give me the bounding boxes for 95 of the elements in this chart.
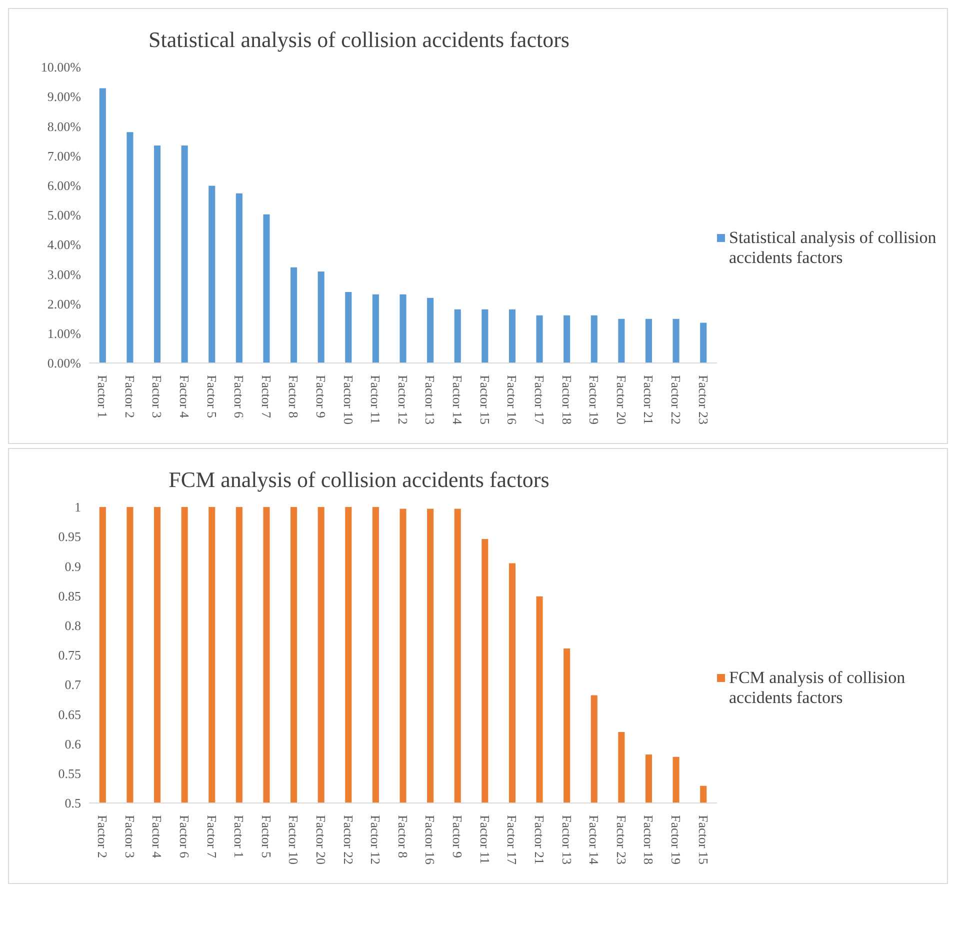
x-tick-label: Factor 3 [122, 815, 138, 858]
x-tick-label: Factor 12 [368, 815, 384, 864]
y-tick-label: 9.00% [47, 89, 82, 104]
x-tick-label: Factor 20 [314, 815, 329, 864]
y-tick-label: 5.00% [47, 208, 82, 223]
y-tick-label: 0.75 [58, 648, 81, 663]
chart-title: FCM analysis of collision accidents factors [168, 466, 550, 493]
y-tick-label: 1.00% [47, 326, 82, 342]
bar [454, 309, 461, 363]
x-tick-label: Factor 16 [422, 815, 438, 865]
x-tick-label: Factor 7 [204, 815, 220, 858]
x-tick-label: Factor 14 [586, 815, 602, 865]
x-tick-label: Factor 17 [532, 375, 547, 425]
x-tick-label: Factor 19 [668, 815, 684, 864]
bar [263, 214, 270, 363]
bar [154, 145, 161, 363]
legend-label: Statistical analysis of collision accidents factors [729, 228, 937, 268]
bar [427, 298, 434, 363]
x-tick-label: Factor 4 [177, 375, 192, 418]
x-tick-label: Factor 5 [258, 815, 274, 858]
y-tick-label: 0.95 [58, 529, 81, 544]
bar [99, 88, 106, 363]
y-tick-label: 0.5 [64, 796, 81, 811]
bar [236, 193, 242, 363]
x-tick-label: Factor 22 [340, 815, 356, 864]
y-tick-label: 0.9 [64, 558, 81, 574]
x-tick-label: Factor 3 [150, 375, 165, 418]
y-tick-label: 0.8 [64, 618, 81, 634]
y-tick-label: 0.65 [58, 706, 81, 722]
legend-label: FCM analysis of collision accidents factors [729, 668, 906, 708]
bar [590, 315, 598, 363]
x-tick-label: Factor 8 [286, 375, 302, 418]
x-tick-label: Factor 22 [668, 375, 684, 424]
x-tick-label: Factor 5 [204, 375, 220, 418]
bar [400, 294, 406, 363]
y-tick-label: 2.00% [47, 296, 82, 312]
x-tick-label: Factor 2 [95, 815, 110, 858]
bar [208, 186, 216, 363]
x-tick-label: Factor 6 [232, 375, 247, 418]
x-tick-label: Factor 23 [696, 375, 711, 424]
bar [618, 318, 625, 363]
y-tick-label: 1 [74, 500, 81, 515]
bar [372, 294, 379, 363]
bar [126, 132, 134, 363]
y-tick-label: 3.00% [47, 266, 82, 282]
x-tick-label: Factor 20 [614, 375, 629, 424]
bar [536, 315, 543, 363]
x-tick-label: Factor 16 [504, 375, 520, 425]
y-tick-label: 6.00% [47, 178, 82, 194]
x-tick-label: Factor 1 [232, 815, 247, 858]
x-tick-label: Factor 18 [559, 375, 574, 424]
bar [318, 272, 324, 363]
x-tick-label: Factor 2 [122, 375, 138, 418]
x-tick-label: Factor 21 [641, 375, 656, 424]
x-tick-label: Factor 1 [95, 375, 110, 418]
y-tick-label: 0.55 [58, 766, 81, 782]
bar [508, 309, 516, 363]
bar [645, 318, 652, 363]
y-tick-label: 10.00% [40, 60, 82, 75]
x-tick-label: Factor 19 [586, 375, 602, 424]
x-tick-label: Factor 7 [258, 375, 274, 418]
x-tick-label: Factor 18 [641, 815, 656, 864]
x-tick-label: Factor 12 [395, 375, 410, 424]
bar [181, 145, 188, 363]
x-tick-label: Factor 14 [450, 375, 466, 425]
y-tick-label: 8.00% [47, 118, 82, 134]
y-tick-label: 0.7 [64, 677, 82, 692]
chart-title: Statistical analysis of collision accidents factors [148, 26, 570, 53]
x-tick-label: Factor 10 [340, 375, 356, 424]
bar [345, 292, 352, 363]
x-tick-label: Factor 11 [368, 375, 384, 424]
x-tick-label: Factor 21 [532, 815, 547, 864]
x-tick-label: Factor 9 [314, 375, 329, 418]
x-tick-label: Factor 13 [422, 375, 438, 424]
y-tick-label: 0.6 [64, 736, 82, 752]
bar [290, 267, 298, 363]
x-tick-label: Factor 4 [150, 815, 165, 858]
x-tick-label: Factor 8 [395, 815, 410, 858]
y-tick-label: 0.00% [47, 356, 82, 371]
x-tick-label: Factor 9 [450, 815, 466, 858]
x-tick-label: Factor 13 [559, 815, 574, 864]
bar [700, 322, 707, 363]
x-tick-label: Factor 10 [286, 815, 302, 864]
y-tick-label: 7.00% [47, 148, 82, 164]
x-tick-label: Factor 11 [477, 815, 492, 864]
bar [482, 309, 488, 363]
bar [672, 318, 680, 363]
x-tick-label: Factor 23 [614, 815, 629, 864]
bar [564, 315, 570, 363]
x-tick-label: Factor 15 [477, 375, 492, 424]
x-tick-label: Factor 17 [504, 815, 520, 865]
x-tick-label: Factor 6 [177, 815, 192, 858]
x-tick-label: Factor 15 [696, 815, 711, 864]
y-tick-label: 4.00% [47, 237, 82, 252]
y-tick-label: 0.85 [58, 588, 81, 604]
